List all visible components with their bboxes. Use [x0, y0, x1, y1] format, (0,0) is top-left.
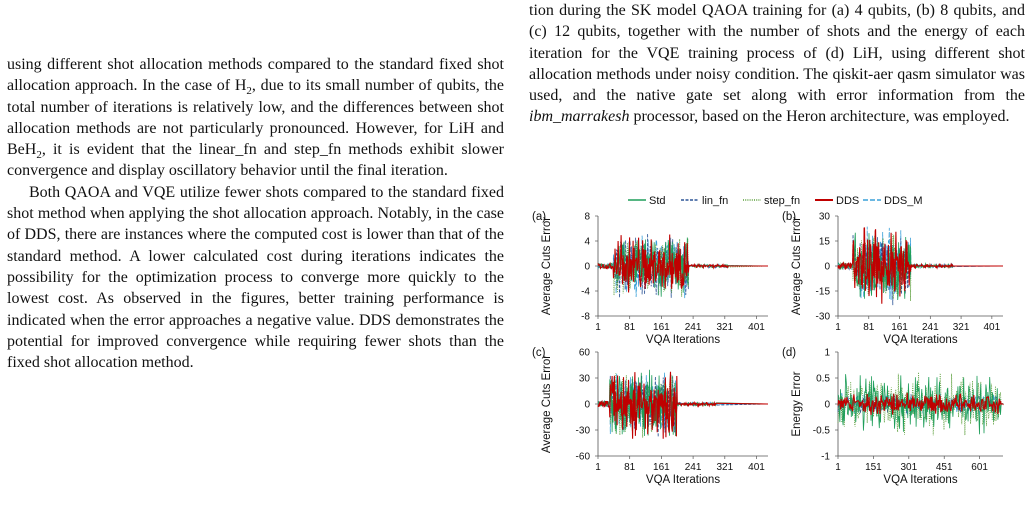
x-tick-label: 151	[865, 462, 882, 473]
y-tick-label: 30	[579, 374, 591, 385]
y-tick-label: 15	[819, 237, 831, 248]
x-axis-label: VQA Iterations	[646, 474, 720, 486]
paragraph-1: using different shot allocation methods …	[7, 56, 504, 180]
x-tick-label: 451	[936, 462, 953, 473]
y-tick-label: 8	[584, 212, 590, 223]
chart-panel-1: (a) 8 4 0 -4 -8 1 81 161 241 321 401 VQA Iterations A…	[532, 211, 769, 346]
legend-label-step_fn: step_fn	[764, 195, 800, 207]
x-axis-label: VQA Iterations	[883, 474, 957, 486]
series-DDS_M	[597, 372, 769, 435]
y-tick-label: -30	[576, 426, 591, 437]
y-tick-label: -15	[816, 287, 831, 298]
figure-caption: tion during the SK model QAOA training f…	[529, 2, 1025, 126]
x-tick-label: 1	[595, 322, 601, 333]
legend-label-DDS: DDS	[836, 195, 859, 207]
y-tick-label: 1	[824, 348, 830, 359]
panel-label: (a)	[532, 211, 546, 223]
y-tick-label: 0.5	[816, 374, 830, 385]
chart-panel-4: (d) 1 0.5 0 -0.5 -1 1 151 301 451 601 VQA Iteration…	[782, 347, 1004, 486]
chart-panel-3: (c) 60 30 0 -30 -60 1 81 161 241 321 401 VQA Iterati…	[532, 347, 769, 486]
x-tick-label: 161	[653, 322, 670, 333]
paragraph-2: Both QAOA and VQE utilize fewer shots co…	[7, 183, 504, 372]
y-tick-label: 60	[579, 348, 591, 359]
x-tick-label: 401	[748, 322, 765, 333]
x-tick-label: 1	[835, 462, 841, 473]
x-tick-label: 81	[863, 322, 875, 333]
x-tick-label: 241	[922, 322, 939, 333]
y-tick-label: -1	[821, 452, 830, 463]
x-axis-label: VQA Iterations	[883, 334, 957, 346]
y-axis-label: Average Cuts Error	[791, 217, 803, 315]
y-tick-label: 0	[824, 262, 830, 273]
y-tick-label: 0	[584, 400, 590, 411]
x-tick-label: 321	[716, 322, 733, 333]
x-tick-label: 1	[835, 322, 841, 333]
legend-label-lin_fn: lin_fn	[702, 195, 728, 207]
panel-label: (c)	[532, 347, 546, 359]
y-tick-label: 0	[824, 400, 830, 411]
y-tick-label: 0	[584, 262, 590, 273]
legend: Std lin_fn step_fn DDS DDS_M	[628, 195, 923, 207]
x-tick-label: 161	[891, 322, 908, 333]
left-column: using different shot allocation methods …	[7, 54, 504, 373]
x-tick-label: 1	[595, 462, 601, 473]
subscript: 2	[36, 149, 42, 162]
subscript: 2	[246, 85, 252, 98]
x-tick-label: 81	[624, 462, 636, 473]
legend-label-DDS_M: DDS_M	[884, 195, 923, 207]
x-tick-label: 241	[685, 462, 702, 473]
series-DDS	[837, 392, 1004, 416]
panel-label: (b)	[782, 211, 796, 223]
series-DDS	[837, 227, 1004, 304]
x-tick-label: 301	[900, 462, 917, 473]
y-tick-label: -0.5	[813, 426, 831, 437]
panel-label: (d)	[782, 347, 796, 359]
x-tick-label: 161	[653, 462, 670, 473]
x-tick-label: 401	[748, 462, 765, 473]
series-DDS	[597, 234, 768, 293]
x-tick-label: 241	[685, 322, 702, 333]
y-axis-label: Average Cuts Error	[541, 217, 553, 315]
y-axis-label: Average Cuts Error	[541, 355, 553, 453]
y-tick-label: -4	[581, 287, 590, 298]
legend-label-Std: Std	[649, 195, 666, 207]
x-tick-label: 321	[953, 322, 970, 333]
x-tick-label: 81	[624, 322, 636, 333]
y-axis-label: Energy Error	[791, 371, 803, 436]
y-tick-label: -8	[581, 312, 590, 323]
y-tick-label: 4	[584, 237, 590, 248]
series-DDS	[597, 371, 769, 439]
x-axis-label: VQA Iterations	[646, 334, 720, 346]
x-tick-label: 321	[716, 462, 733, 473]
y-tick-label: -30	[816, 312, 831, 323]
figure: Std lin_fn step_fn DDS DDS_M (a) 840-4-81 81 16…	[532, 195, 1004, 486]
x-tick-label: 401	[984, 322, 1001, 333]
x-tick-label: 601	[971, 462, 988, 473]
y-tick-label: -60	[576, 452, 591, 463]
chart-panel-2: (b) 30 15 0 -15 -30 1 81 161 241 321 401 VQA Iterati…	[782, 211, 1004, 346]
y-tick-label: 30	[819, 212, 831, 223]
